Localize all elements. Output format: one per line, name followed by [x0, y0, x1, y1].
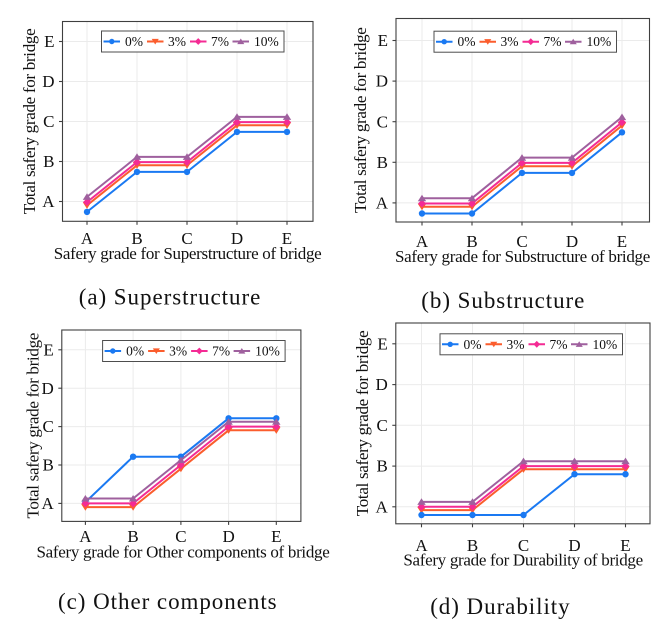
svg-text:E: E [43, 340, 53, 359]
svg-text:C: C [516, 232, 527, 251]
svg-text:B: B [131, 229, 142, 248]
svg-text:10%: 10% [255, 344, 280, 359]
svg-text:10%: 10% [587, 34, 612, 49]
svg-text:C: C [518, 536, 529, 555]
svg-text:D: D [376, 375, 388, 394]
svg-text:(b) Substructure: (b) Substructure [421, 288, 585, 313]
svg-text:7%: 7% [550, 337, 568, 352]
svg-text:D: D [231, 229, 243, 248]
svg-text:7%: 7% [211, 34, 229, 49]
svg-text:C: C [376, 416, 387, 435]
svg-text:Total safery grade for bridge: Total safery grade for bridge [353, 331, 372, 517]
svg-text:E: E [378, 31, 388, 50]
svg-text:Total safery grade for bridge: Total safery grade for bridge [351, 27, 370, 213]
svg-text:A: A [415, 536, 428, 555]
svg-text:E: E [620, 536, 630, 555]
svg-text:C: C [43, 112, 54, 131]
svg-text:B: B [467, 536, 478, 555]
svg-text:3%: 3% [501, 34, 519, 49]
svg-text:A: A [376, 497, 389, 516]
svg-text:A: A [79, 527, 92, 546]
svg-text:A: A [376, 194, 389, 213]
svg-text:10%: 10% [254, 34, 279, 49]
svg-text:A: A [42, 494, 55, 513]
svg-text:0%: 0% [126, 344, 144, 359]
svg-text:A: A [416, 232, 429, 251]
svg-text:B: B [127, 527, 138, 546]
svg-text:D: D [222, 527, 234, 546]
svg-text:3%: 3% [168, 34, 186, 49]
svg-text:E: E [617, 232, 627, 251]
svg-text:E: E [271, 527, 281, 546]
svg-text:0%: 0% [458, 34, 476, 49]
svg-text:7%: 7% [544, 34, 562, 49]
svg-text:D: D [568, 536, 580, 555]
svg-text:0%: 0% [464, 337, 482, 352]
svg-text:C: C [377, 112, 388, 131]
svg-text:3%: 3% [169, 344, 187, 359]
svg-text:E: E [44, 32, 54, 51]
svg-text:(c) Other components: (c) Other components [58, 589, 278, 614]
svg-text:B: B [466, 232, 477, 251]
svg-text:E: E [377, 334, 387, 353]
svg-text:Safery grade for Substructure: Safery grade for Substructure of bridge [395, 247, 650, 266]
svg-text:D: D [42, 72, 54, 91]
svg-text:D: D [566, 232, 578, 251]
svg-text:B: B [376, 457, 387, 476]
svg-text:C: C [181, 229, 192, 248]
svg-text:7%: 7% [212, 344, 230, 359]
svg-text:E: E [282, 229, 292, 248]
svg-text:10%: 10% [593, 337, 618, 352]
svg-text:B: B [42, 456, 53, 475]
svg-text:B: B [377, 153, 388, 172]
svg-text:0%: 0% [125, 34, 143, 49]
svg-text:Safery grade for Other compone: Safery grade for Other components of bri… [37, 543, 330, 562]
svg-text:D: D [42, 379, 54, 398]
svg-text:A: A [81, 229, 94, 248]
svg-text:(d) Durability: (d) Durability [430, 594, 570, 619]
svg-text:Total safery grade for bridge: Total safery grade for bridge [20, 29, 39, 215]
svg-text:B: B [43, 152, 54, 171]
svg-text:C: C [42, 417, 53, 436]
svg-text:C: C [175, 527, 186, 546]
svg-text:A: A [42, 192, 55, 211]
svg-text:Safery grade for Durability of: Safery grade for Durability of bridge [403, 551, 643, 570]
svg-text:Total safery grade for bridge: Total safery grade for bridge [24, 333, 43, 519]
svg-text:D: D [376, 72, 388, 91]
svg-text:Safery grade for Superstructur: Safery grade for Superstructure of bridg… [54, 244, 322, 263]
svg-text:3%: 3% [507, 337, 525, 352]
svg-text:(a) Superstructure: (a) Superstructure [79, 285, 262, 310]
